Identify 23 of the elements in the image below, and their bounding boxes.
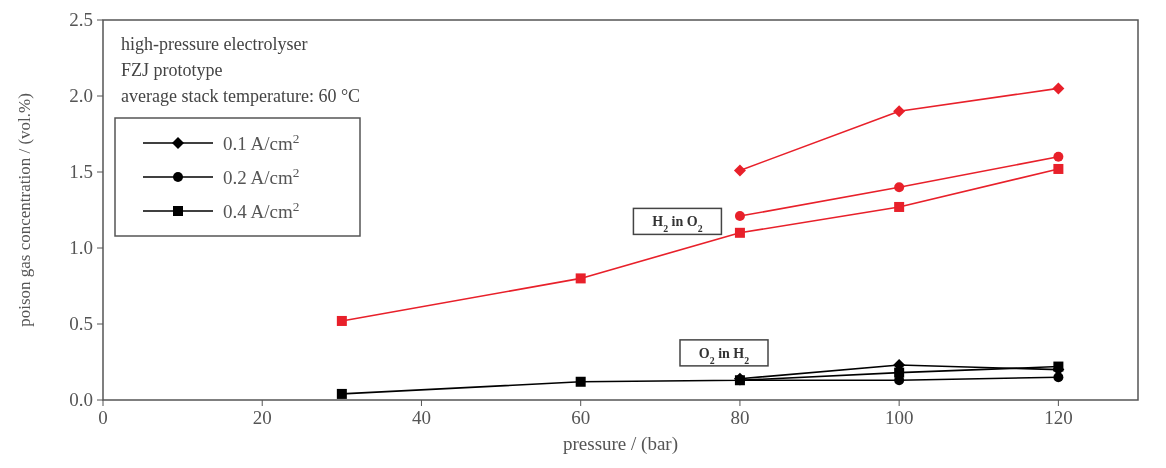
legend-label: 0.2 A/cm$^{2}$ — [223, 164, 300, 188]
x-tick-label: 120 — [1044, 407, 1073, 428]
y-tick-label: 1.5 — [69, 161, 93, 182]
annotation: high-pressure electrolyser — [121, 34, 308, 54]
y-axis-title: poison gas concentration / (vol.%) — [15, 93, 34, 327]
x-tick-label: 60 — [571, 407, 591, 428]
legend-label: 0.1 A/cm$^{2}$ — [223, 130, 300, 154]
x-axis-title: pressure / (bar) — [562, 433, 679, 455]
y-tick-label: 0.0 — [69, 389, 93, 410]
y-tick-label: 0.5 — [69, 313, 93, 334]
annotation: average stack temperature: 60 °C — [121, 86, 361, 106]
annotation: H$_{2}$ in O$_{2}$ — [652, 214, 703, 234]
y-tick-label: 2.0 — [69, 85, 93, 106]
x-tick-label: 80 — [730, 407, 750, 428]
annotation: FZJ prototype — [121, 60, 223, 80]
y-tick-label: 2.5 — [69, 9, 93, 30]
x-tick-label: 100 — [884, 407, 914, 428]
annotation: O$_{2}$ in H$_{2}$ — [698, 345, 750, 366]
x-tick-label: 40 — [411, 407, 431, 428]
y-tick-label: 1.0 — [69, 237, 93, 258]
x-tick-label: 0 — [98, 407, 108, 428]
legend-label: 0.4 A/cm$^{2}$ — [223, 198, 300, 222]
x-tick-label: 20 — [252, 407, 272, 428]
